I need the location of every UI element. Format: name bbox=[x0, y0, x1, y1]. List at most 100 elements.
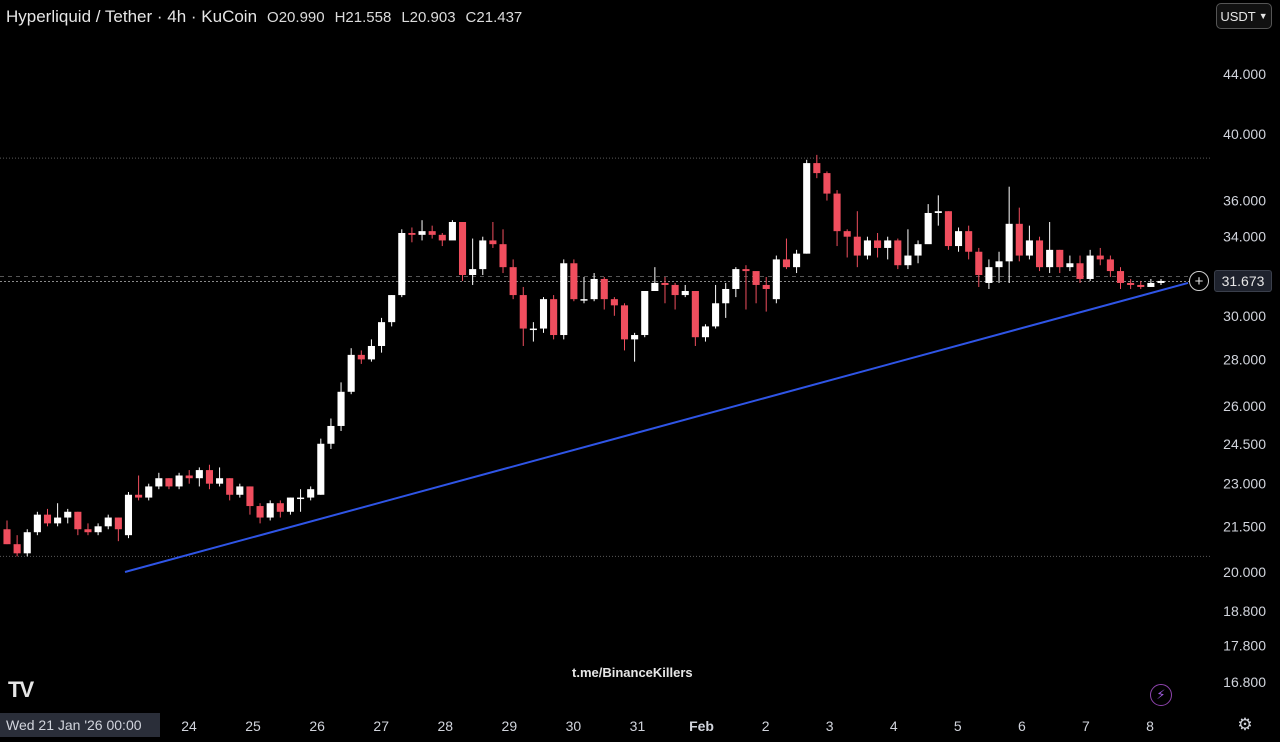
candle-body-57 bbox=[580, 299, 588, 301]
candle-body-17 bbox=[175, 475, 183, 487]
candle-body-41 bbox=[418, 231, 426, 235]
y-tick-label-14: 16.800 bbox=[1223, 674, 1266, 690]
candle-body-82 bbox=[833, 193, 841, 232]
candle-body-99 bbox=[1005, 223, 1013, 262]
candle-body-89 bbox=[904, 255, 912, 266]
lightning-icon[interactable]: ⚡ bbox=[1150, 684, 1172, 706]
candle-body-38 bbox=[388, 295, 396, 323]
candle-body-105 bbox=[1066, 263, 1074, 268]
candle-body-55 bbox=[560, 263, 568, 336]
candle-body-81 bbox=[823, 173, 831, 194]
candle-body-67 bbox=[681, 291, 689, 296]
candle-body-20 bbox=[205, 470, 213, 484]
candle-body-43 bbox=[438, 234, 446, 241]
candle-body-49 bbox=[499, 244, 507, 268]
candle-body-60 bbox=[610, 299, 618, 306]
x-tick-label-8: Feb bbox=[689, 718, 714, 734]
candle-body-76 bbox=[772, 259, 780, 300]
y-tick-label-9: 23.000 bbox=[1223, 476, 1266, 492]
x-tick-label-5: 29 bbox=[502, 718, 518, 734]
currency-label: USDT bbox=[1220, 8, 1256, 24]
candle-body-103 bbox=[1046, 249, 1054, 268]
candle-body-33 bbox=[337, 391, 345, 426]
y-tick-label-5: 30.000 bbox=[1223, 308, 1266, 324]
candle-body-42 bbox=[428, 231, 436, 235]
candle-body-23 bbox=[236, 486, 244, 495]
y-tick-label-1: 40.000 bbox=[1223, 126, 1266, 142]
candle-body-104 bbox=[1056, 249, 1064, 268]
ohlc-high: H21.558 bbox=[334, 8, 392, 26]
ohlc-open: O20.990 bbox=[267, 8, 325, 26]
candle-body-5 bbox=[54, 517, 62, 524]
candle-body-114 bbox=[1157, 280, 1165, 283]
candle-body-28 bbox=[286, 497, 294, 512]
candle-body-9 bbox=[94, 526, 102, 533]
candle-body-88 bbox=[894, 240, 902, 266]
candle-body-16 bbox=[165, 478, 173, 487]
candle-body-15 bbox=[155, 478, 163, 487]
candle-body-106 bbox=[1076, 263, 1084, 279]
y-tick-label-11: 20.000 bbox=[1223, 564, 1266, 580]
candle-body-94 bbox=[955, 231, 963, 247]
ohlc-close: C21.437 bbox=[465, 8, 523, 26]
x-tick-label-12: 5 bbox=[954, 718, 962, 734]
candle-body-70 bbox=[712, 303, 720, 327]
candle-body-44 bbox=[448, 221, 456, 241]
candle-body-10 bbox=[104, 517, 112, 527]
candle-body-18 bbox=[185, 475, 193, 479]
candle-body-54 bbox=[550, 299, 558, 336]
candle-body-78 bbox=[793, 253, 801, 268]
candle-body-98 bbox=[995, 261, 1003, 268]
candle-body-26 bbox=[266, 503, 274, 518]
x-tick-label-9: 2 bbox=[762, 718, 770, 734]
symbol-title[interactable]: Hyperliquid / Tether · 4h · KuCoin bbox=[6, 7, 258, 26]
candle-body-102 bbox=[1035, 240, 1044, 268]
candle-body-95 bbox=[965, 231, 973, 252]
x-tick-label-7: 31 bbox=[630, 718, 646, 734]
y-tick-label-10: 21.500 bbox=[1223, 518, 1266, 534]
candle-body-47 bbox=[479, 240, 487, 270]
x-tick-label-4: 28 bbox=[437, 718, 453, 734]
candle-body-77 bbox=[782, 259, 790, 268]
candle-body-83 bbox=[843, 231, 851, 237]
candle-body-68 bbox=[691, 291, 699, 338]
candle-body-62 bbox=[631, 335, 639, 340]
candle-body-72 bbox=[732, 269, 740, 289]
chart-header: Hyperliquid / Tether · 4h · KuCoin O20.9… bbox=[6, 6, 532, 28]
candle-body-36 bbox=[367, 345, 375, 360]
candle-body-96 bbox=[975, 251, 983, 276]
add-alert-icon[interactable]: + bbox=[1189, 271, 1209, 291]
x-tick-label-10: 3 bbox=[826, 718, 834, 734]
candle-body-24 bbox=[246, 486, 254, 507]
y-tick-label-3: 34.000 bbox=[1223, 229, 1266, 245]
y-tick-label-2: 36.000 bbox=[1223, 193, 1266, 209]
candle-body-91 bbox=[924, 212, 932, 245]
candle-body-21 bbox=[216, 478, 224, 484]
candle-body-6 bbox=[64, 511, 72, 518]
candle-body-58 bbox=[590, 278, 598, 300]
y-tick-label-0: 44.000 bbox=[1223, 66, 1266, 82]
candle-body-63 bbox=[641, 291, 649, 336]
y-tick-label-7: 26.000 bbox=[1223, 398, 1266, 414]
candle-body-50 bbox=[509, 267, 517, 296]
gear-icon[interactable]: ⚙ bbox=[1237, 715, 1253, 734]
candle-body-79 bbox=[803, 163, 811, 254]
x-tick-label-1: 25 bbox=[245, 718, 261, 734]
currency-select[interactable]: USDT ▼ bbox=[1216, 3, 1272, 29]
candle-body-19 bbox=[195, 470, 203, 479]
y-tick-label-8: 24.500 bbox=[1223, 436, 1266, 452]
candle-body-1 bbox=[13, 544, 21, 554]
x-tick-label-6: 30 bbox=[566, 718, 582, 734]
y-tick-label-12: 18.800 bbox=[1223, 603, 1266, 619]
candle-body-113 bbox=[1147, 282, 1155, 287]
candle-body-31 bbox=[317, 443, 325, 495]
candle-body-92 bbox=[934, 211, 942, 213]
x-tick-label-14: 7 bbox=[1082, 718, 1090, 734]
candle-body-100 bbox=[1015, 223, 1023, 256]
current-price-tag: 31.673 bbox=[1214, 270, 1272, 292]
tradingview-logo[interactable]: TV bbox=[8, 677, 34, 702]
x-tick-label-15: 8 bbox=[1146, 718, 1154, 734]
x-tick-label-2: 26 bbox=[309, 718, 325, 734]
crosshair-date-badge: Wed 21 Jan '26 00:00 bbox=[0, 713, 160, 737]
